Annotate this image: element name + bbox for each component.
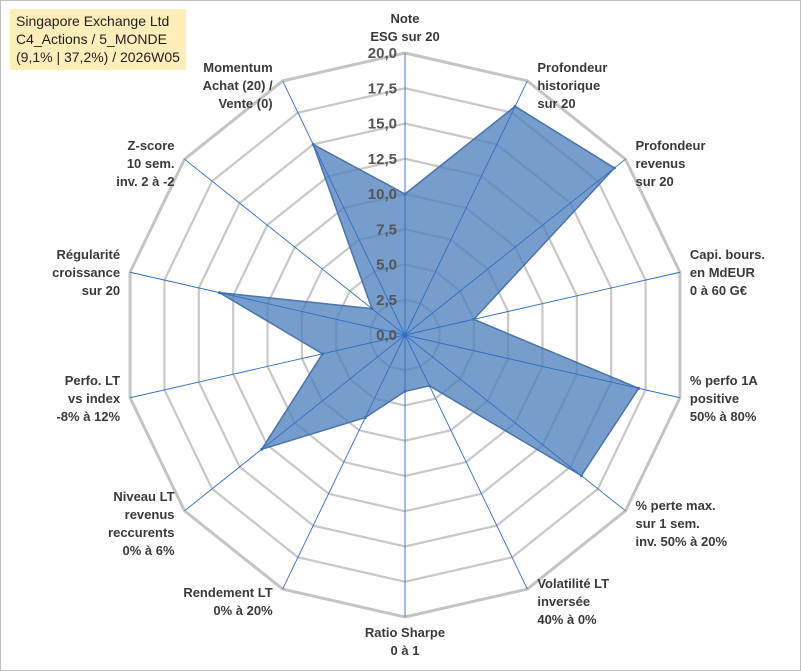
tick-label: 0,0 xyxy=(376,327,397,344)
spoke-line xyxy=(282,334,406,590)
chart-title-line-2: C4_Actions / 5_MONDE xyxy=(16,31,167,47)
axis-label-line: % perfo 1A xyxy=(690,373,759,388)
axis-label-line: revenus xyxy=(635,156,685,171)
series-area xyxy=(219,105,640,477)
axis-label-line: sur 1 sem. xyxy=(635,516,699,531)
chart-title-line-1: Singapore Exchange Ltd xyxy=(16,13,170,29)
axis-label-line: ESG sur 20 xyxy=(370,29,439,44)
axis-label-line: historique xyxy=(537,78,600,93)
spoke-line xyxy=(404,271,681,336)
spoke-line xyxy=(404,334,626,512)
axis-label-line: Momentum xyxy=(203,60,272,75)
axis-label-line: inv. 2 à -2 xyxy=(116,174,174,189)
axis-label: Profondeur historique sur 20 xyxy=(537,60,607,111)
axis-label-line: en MdEUR xyxy=(690,265,756,280)
axis-label: Profondeur revenus sur 20 xyxy=(635,138,705,189)
axis-label-line: Achat (20) / xyxy=(203,78,273,93)
axis-label-line: 0 à 1 xyxy=(391,643,420,658)
axis-label-line: revenus xyxy=(125,507,175,522)
axis-label-line: sur 20 xyxy=(635,174,673,189)
tick-label: 20,0 xyxy=(368,45,397,62)
axis-label: Rendement LT 0% à 20% xyxy=(183,585,273,618)
axis-label: Volatilité LT inversée 40% à 0% xyxy=(537,576,609,627)
axis-label: % perte max. sur 1 sem. inv. 50% à 20% xyxy=(635,498,727,549)
axis-label-line: % perte max. xyxy=(635,498,715,513)
axis-label-line: sur 20 xyxy=(82,283,120,298)
axis-label: Capi. bours. en MdEUR 0 à 60 G€ xyxy=(690,247,765,298)
spoke-line xyxy=(404,158,626,336)
axis-label-line: sur 20 xyxy=(537,96,575,111)
spoke-line xyxy=(404,80,528,336)
series xyxy=(217,104,641,478)
axis-labels: Note ESG sur 20 Profondeur historique sur 20… xyxy=(52,11,765,658)
axis-label-line: croissance xyxy=(52,265,120,280)
axis-label-line: Profondeur xyxy=(635,138,705,153)
spoke-line xyxy=(129,334,406,399)
axis-label-line: inversée xyxy=(537,594,590,609)
chart-title-box: Singapore Exchange Ltd C4_Actions / 5_MO… xyxy=(10,9,186,70)
spoke-line xyxy=(184,158,406,336)
axis-label-line: Vente (0) xyxy=(218,96,272,111)
axis-label-line: Régularité xyxy=(56,247,120,262)
spokes xyxy=(129,53,681,617)
spoke-line xyxy=(129,271,406,336)
axis-label: Note ESG sur 20 xyxy=(370,11,439,44)
axis-label-line: Niveau LT xyxy=(113,489,174,504)
axis-label-line: Profondeur xyxy=(537,60,607,75)
axis-label-line: 0% à 20% xyxy=(213,603,273,618)
axis-label: Perfo. LT vs index -8% à 12% xyxy=(56,373,120,424)
tick-label: 12,5 xyxy=(368,151,397,168)
axis-label-line: Ratio Sharpe xyxy=(365,625,445,640)
axis-label-line: 40% à 0% xyxy=(537,612,597,627)
axis-label-line: Z-score xyxy=(128,138,175,153)
spoke-line xyxy=(404,334,528,590)
tick-label: 5,0 xyxy=(376,257,397,274)
spoke-line xyxy=(184,334,406,512)
axis-label: % perfo 1A positive 50% à 80% xyxy=(690,373,759,424)
spoke-line xyxy=(282,80,406,336)
axis-label-line: Rendement LT xyxy=(183,585,272,600)
tick-label: 2,5 xyxy=(376,292,397,309)
tick-labels: 0,0 2,5 5,0 7,5 10,0 12,5 15,0 17,5 20,0 xyxy=(368,45,397,344)
axis-label-line: 0% à 6% xyxy=(122,543,174,558)
axis-label: Régularité croissance sur 20 xyxy=(52,247,120,298)
axis-label-line: Perfo. LT xyxy=(65,373,120,388)
axis-label-line: 50% à 80% xyxy=(690,409,757,424)
tick-label: 17,5 xyxy=(368,80,397,97)
spoke-line xyxy=(404,334,681,399)
axis-label-line: Volatilité LT xyxy=(537,576,609,591)
tick-label: 10,0 xyxy=(368,186,397,203)
axis-label-line: reccurents xyxy=(108,525,174,540)
axis-label-line: inv. 50% à 20% xyxy=(635,534,727,549)
axis-label: Momentum Achat (20) / Vente (0) xyxy=(203,60,273,111)
axis-label: Z-score 10 sem. inv. 2 à -2 xyxy=(116,138,174,189)
axis-label: Ratio Sharpe 0 à 1 xyxy=(365,625,445,658)
chart-title-line-3: (9,1% | 37,2%) / 2026W05 xyxy=(16,49,180,65)
axis-label-line: 10 sem. xyxy=(127,156,175,171)
axis-label-line: -8% à 12% xyxy=(56,409,120,424)
tick-label: 7,5 xyxy=(376,221,397,238)
axis-label: Niveau LT revenus reccurents 0% à 6% xyxy=(108,489,175,558)
axis-label-line: Note xyxy=(391,11,420,26)
tick-label: 15,0 xyxy=(368,116,397,133)
axis-label-line: positive xyxy=(690,391,739,406)
axis-label-line: 0 à 60 G€ xyxy=(690,283,747,298)
axis-label-line: vs index xyxy=(68,391,121,406)
axis-label-line: Capi. bours. xyxy=(690,247,765,262)
